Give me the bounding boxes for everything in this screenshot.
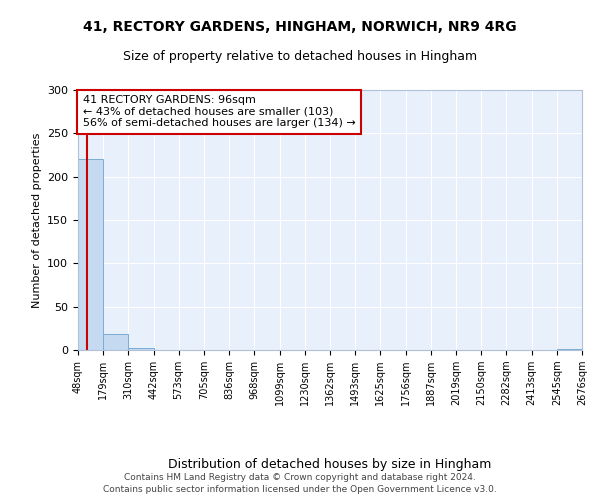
Bar — [557, 349, 582, 350]
Y-axis label: Number of detached properties: Number of detached properties — [32, 132, 41, 308]
Bar — [78, 160, 103, 350]
Text: Size of property relative to detached houses in Hingham: Size of property relative to detached ho… — [123, 50, 477, 63]
Text: 41 RECTORY GARDENS: 96sqm
← 43% of detached houses are smaller (103)
56% of semi: 41 RECTORY GARDENS: 96sqm ← 43% of detac… — [83, 95, 356, 128]
Text: 41, RECTORY GARDENS, HINGHAM, NORWICH, NR9 4RG: 41, RECTORY GARDENS, HINGHAM, NORWICH, N… — [83, 20, 517, 34]
Text: Contains public sector information licensed under the Open Government Licence v3: Contains public sector information licen… — [103, 485, 497, 494]
Bar — [128, 348, 154, 350]
Bar — [103, 334, 128, 350]
X-axis label: Distribution of detached houses by size in Hingham: Distribution of detached houses by size … — [169, 458, 491, 471]
Text: Contains HM Land Registry data © Crown copyright and database right 2024.: Contains HM Land Registry data © Crown c… — [124, 472, 476, 482]
